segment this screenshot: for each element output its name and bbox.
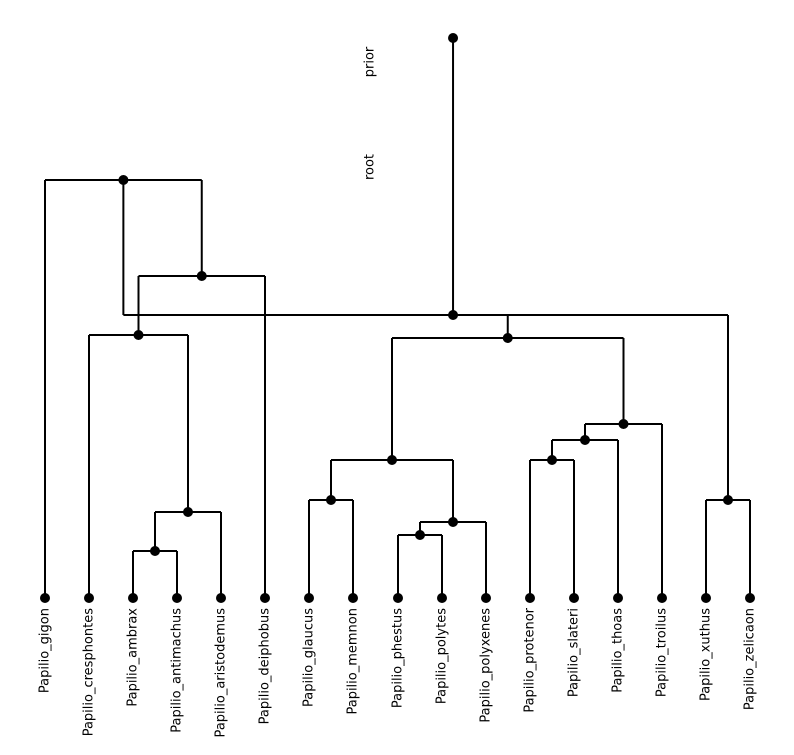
leaf-label: Papilio_slateri [567, 608, 582, 697]
internal-node [196, 271, 207, 281]
internal-node [580, 435, 590, 445]
leaf-node [525, 593, 535, 603]
internal-node [547, 455, 557, 465]
internal-node [326, 495, 336, 505]
leaf-label: Papilio_phestus [391, 608, 406, 708]
prior-label: prior [363, 46, 378, 77]
leaf-label: Papilio_thoas [611, 608, 626, 693]
root-label: root [363, 154, 378, 180]
leaf-node [128, 593, 138, 603]
leaf-label: Papilio_troilus [655, 608, 670, 697]
leaf-node [569, 593, 579, 603]
leaf-label: Papilio_ambrax [126, 608, 141, 707]
leaf-node [657, 593, 667, 603]
leaf-node [348, 593, 358, 603]
leaf-node [745, 593, 755, 603]
internal-node [183, 507, 193, 517]
leaf-node [613, 593, 623, 603]
internal-node [502, 333, 513, 343]
internal-node [448, 517, 458, 527]
prior-node [448, 33, 459, 43]
tree-branches [44, 38, 751, 598]
leaf-label: Papilio_polytes [435, 608, 450, 704]
leaf-node [393, 593, 403, 603]
leaf-node [216, 593, 226, 603]
leaf-label: Papilio_cresphontes [82, 608, 97, 737]
leaf-label: Papilio_gigon [38, 608, 53, 693]
leaf-node [172, 593, 182, 603]
leaf-node [437, 593, 447, 603]
leaf-label: Papilio_xuthus [699, 608, 714, 701]
internal-node [150, 546, 160, 556]
leaf-node [84, 593, 94, 603]
leaf-label: Papilio_aristodemus [214, 608, 229, 738]
leaf-node [481, 593, 491, 603]
leaf-node [701, 593, 711, 603]
internal-node [618, 419, 629, 429]
internal-node [723, 495, 733, 505]
internal-node [133, 330, 144, 340]
leaf-label: Papilio_deiphobus [258, 608, 273, 725]
leaf-node [304, 593, 314, 603]
leaf-label: Papilio_protenor [523, 607, 538, 712]
tree-nodes [40, 33, 755, 603]
internal-node [387, 455, 397, 465]
internal-node [415, 530, 425, 540]
leaf-label: Papilio_polyxenes [479, 608, 494, 723]
leaf-label: Papilio_zelicaon [743, 608, 758, 710]
leaf-label: Papilio_antimachus [170, 608, 185, 733]
internal-node [118, 175, 129, 185]
leaf-label: Papilio_glaucus [302, 608, 317, 707]
leaf-labels: Papilio_gigon Papilio_cresphontes Papili… [38, 607, 758, 737]
leaf-node [40, 593, 50, 603]
root-node [448, 310, 459, 320]
leaf-label: Papilio_memnon [346, 608, 361, 715]
leaf-node [260, 593, 270, 603]
